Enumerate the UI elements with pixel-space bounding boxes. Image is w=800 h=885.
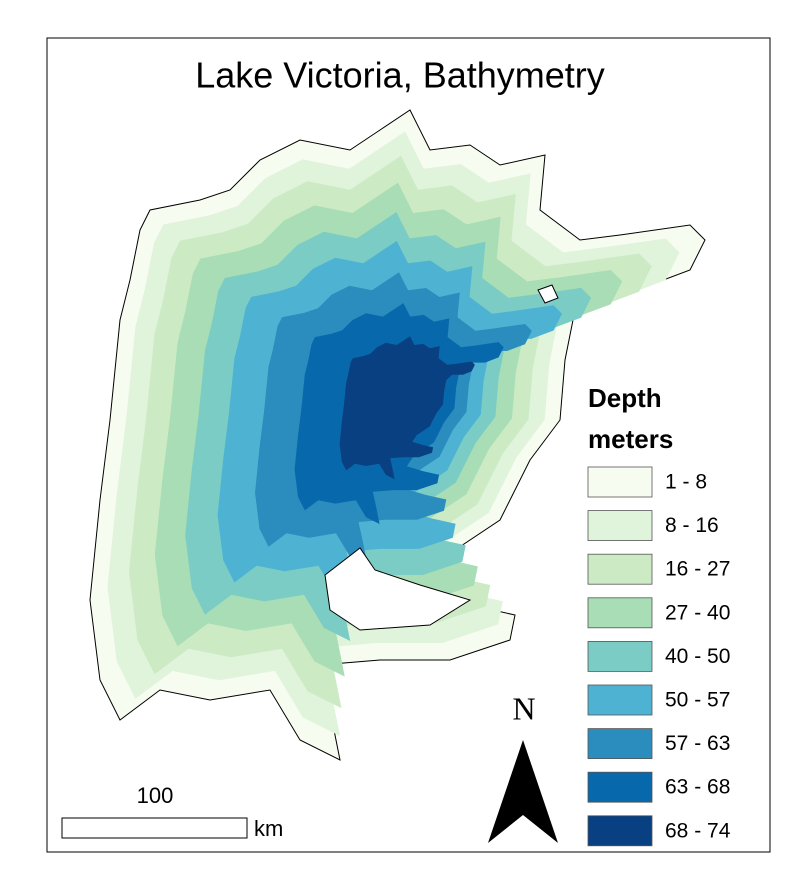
scale-label: 100: [137, 783, 174, 808]
legend-swatch: [587, 728, 653, 759]
legend-label: 1 - 8: [665, 471, 707, 494]
legend-label: 40 - 50: [665, 645, 730, 668]
legend-label: 16 - 27: [665, 558, 730, 581]
depth-zone: [339, 336, 475, 480]
north-label: N: [512, 690, 535, 726]
map-title: Lake Victoria, Bathymetry: [195, 55, 605, 96]
island: [537, 284, 559, 304]
legend-swatch: [587, 815, 653, 847]
legend-label: 27 - 40: [665, 601, 730, 624]
legend-swatch: [587, 553, 653, 585]
legend-title: Depth: [588, 383, 662, 413]
legend-label: 57 - 63: [665, 732, 730, 755]
arrow-left: [488, 740, 523, 843]
legend-swatch: [587, 641, 653, 672]
legend-swatch: [587, 684, 653, 716]
scale-bar: 100 km: [61, 783, 283, 841]
legend-label: 50 - 57: [665, 689, 730, 712]
scale-rect: [61, 817, 248, 839]
legend-swatch: [587, 597, 653, 629]
arrow-right: [523, 740, 558, 843]
legend-label: 68 - 74: [665, 819, 731, 842]
legend-swatch: [587, 510, 653, 542]
legend-swatch: [587, 771, 653, 803]
legend-label: 63 - 68: [665, 776, 730, 799]
scale-unit: km: [254, 816, 283, 841]
legend-subtitle: meters: [588, 424, 673, 454]
legend: Depth meters 1 - 8 8 - 16 16 - 27 27 - 40 40…: [587, 383, 731, 847]
north-arrow: N: [488, 690, 558, 843]
lake: [89, 109, 706, 761]
legend-label: 8 - 16: [665, 514, 719, 537]
land-bay: [324, 547, 472, 631]
legend-swatch: [587, 466, 653, 498]
